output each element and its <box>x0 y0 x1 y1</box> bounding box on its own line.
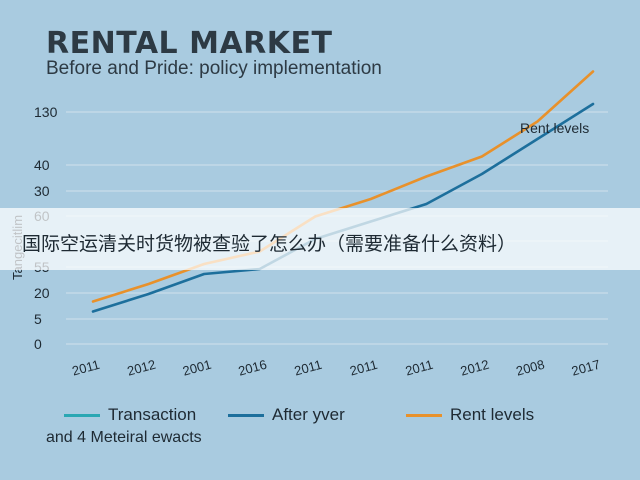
y-tick-label: 20 <box>34 285 50 301</box>
overlay-text: 国际空运清关时货物被查验了怎么办（需要准备什么资料） <box>22 233 517 255</box>
legend-item: Transaction <box>64 404 196 426</box>
x-tick-label: 2012 <box>125 357 157 379</box>
x-tick-label: 2008 <box>514 357 546 379</box>
chart-subtitle: Before and Pride: policy implementation <box>46 58 382 79</box>
series-annotation: Rent levels <box>520 120 589 136</box>
line-chart: 052055603040130Tangecitlim20112012200120… <box>10 70 608 379</box>
y-tick-label: 5 <box>34 311 42 327</box>
x-tick-label: 2011 <box>293 357 324 379</box>
chart-title: RENTAL MARKET <box>46 26 333 61</box>
y-tick-label: 130 <box>34 104 58 120</box>
y-tick-label: 40 <box>34 157 50 173</box>
legend-swatch <box>64 413 100 417</box>
legend-item: Rent levels <box>406 404 534 426</box>
legend-item: After yver <box>228 404 345 426</box>
x-tick-label: 2012 <box>459 357 491 379</box>
legend-swatch <box>406 413 442 417</box>
series-line-rent-levels <box>91 70 595 303</box>
legend: Transaction After yver Rent levels <box>64 404 624 428</box>
x-tick-label: 2001 <box>181 357 213 379</box>
x-tick-label: 2017 <box>570 357 602 379</box>
y-tick-label: 0 <box>34 336 42 352</box>
x-tick-label: 2011 <box>348 357 379 379</box>
overlay-banner: 国际空运清关时货物被查验了怎么办（需要准备什么资料） <box>0 208 640 270</box>
legend-label: Transaction <box>108 405 197 424</box>
x-tick-label: 2011 <box>404 357 435 379</box>
x-tick-label: 2011 <box>70 357 101 379</box>
legend-swatch <box>228 413 264 417</box>
legend-label: After yver <box>272 405 345 424</box>
legend-label: Rent levels <box>450 405 535 424</box>
x-tick-label: 2016 <box>237 357 269 379</box>
footnote: and 4 Meteiral ewacts <box>46 429 202 446</box>
y-tick-label: 30 <box>34 183 50 199</box>
